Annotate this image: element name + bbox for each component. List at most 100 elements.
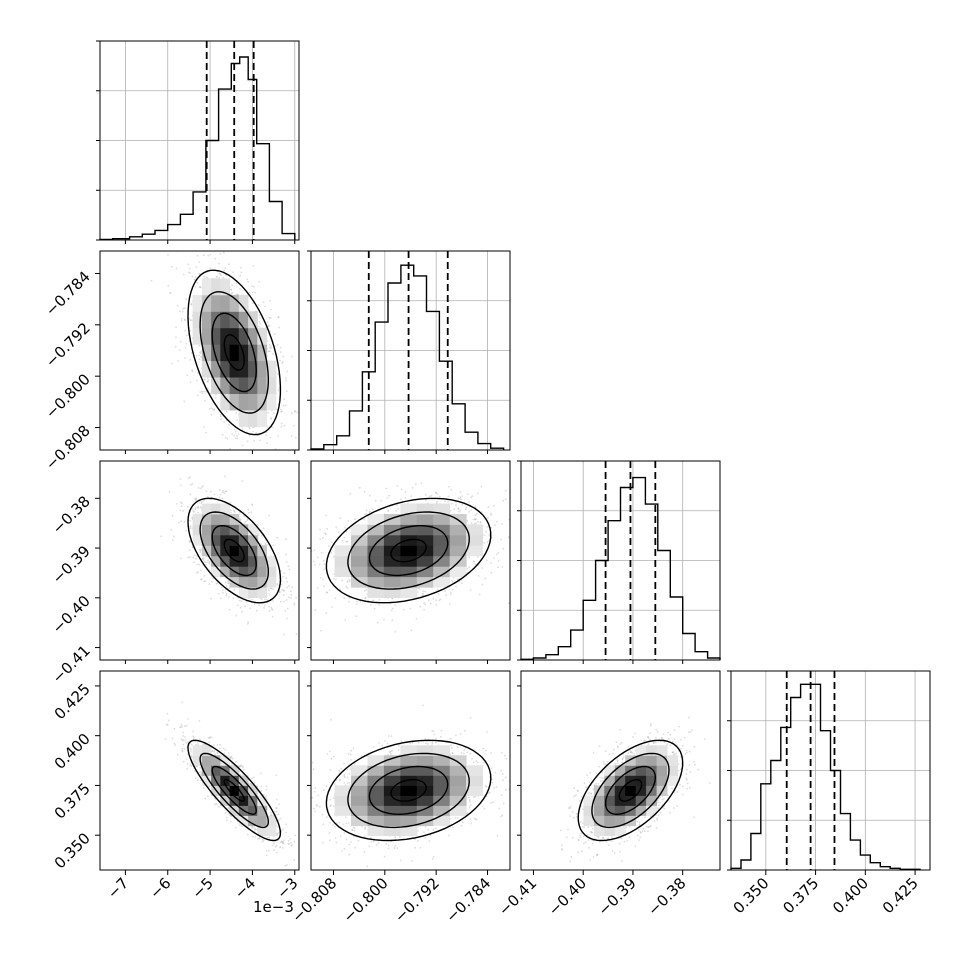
sample-point [196,281,199,284]
density-cell [248,587,258,598]
density-cell [383,576,401,588]
sample-point [222,276,225,279]
sample-point [474,518,476,520]
sample-point [225,594,228,597]
sample-point [207,559,209,562]
sample-point [287,565,290,568]
sample-point [189,272,191,274]
sample-point [220,274,222,277]
sample-point [447,495,450,498]
sample-point [444,500,446,503]
sample-point [277,435,279,437]
sample-point [208,247,210,249]
sample-point [210,407,213,410]
sample-point [276,344,279,346]
sample-point [260,534,263,537]
sample-point [456,578,459,580]
sample-point [270,606,273,609]
sample-point [207,380,210,383]
sample-point [189,525,192,528]
sample-point [422,594,425,597]
sample-point [208,563,211,565]
sample-point [471,495,474,497]
density-cell [266,555,277,567]
sample-point [219,414,222,416]
sample-point [259,542,262,545]
sample-point [306,616,308,618]
density-cell [220,555,230,567]
sample-point [187,263,190,266]
sample-point [246,622,249,625]
density-cell [201,524,212,536]
sample-point [265,434,268,437]
contour-level [199,291,269,414]
sample-point [286,580,288,583]
sample-point [236,293,238,296]
sample-point [308,585,310,587]
sample-point [319,577,322,579]
sample-point [190,303,193,306]
density-cell [248,524,258,536]
density-cell [266,576,277,588]
sample-point [281,589,284,591]
sample-point [504,498,507,500]
sample-point [188,317,191,320]
sample-point [277,316,280,319]
density-cell [433,503,451,515]
density-cell [351,555,368,567]
sample-point [280,425,283,428]
sample-point [285,538,287,541]
sample-point [258,604,261,607]
sample-point [466,567,469,570]
sample-point [461,582,463,585]
sample-point [486,541,489,543]
density-cell [192,311,203,329]
sample-point [322,559,325,562]
sample-point [308,559,310,561]
sample-point [420,482,423,485]
sample-point [277,316,280,318]
density-cell [383,524,401,536]
sample-point [239,518,241,521]
sample-point [218,496,221,499]
sample-point [325,533,327,535]
density-shading [334,503,483,598]
sample-point [246,519,249,522]
sample-point [239,518,242,520]
sample-point [193,554,196,556]
sample-point [293,410,296,413]
sample-point [200,355,203,358]
sample-point [468,556,471,559]
density-shading [192,278,277,427]
sample-point [259,439,261,442]
sample-point [378,598,381,601]
sample-point [247,512,250,514]
sample-point [198,261,201,263]
sample-point [547,515,549,517]
density-cell [400,514,418,525]
sample-point [251,302,254,305]
sample-point [191,516,193,519]
sample-point [264,598,266,601]
sample-point [477,575,480,577]
density-cell [211,377,221,394]
sample-point [483,541,486,544]
density-cell [367,524,385,536]
sample-point [188,541,191,543]
sample-point [269,300,271,302]
sample-point [203,275,206,278]
sample-point [236,437,239,440]
sample-point [268,325,271,327]
density-cell [201,294,212,312]
panel-2d-1-2 [308,482,549,633]
sample-point [223,453,225,455]
sample-point [214,257,217,260]
sample-point [270,456,272,458]
sample-point [222,491,225,493]
density-cell [416,566,434,578]
sample-point [183,521,186,523]
sample-point [249,427,251,430]
sample-point [227,596,230,598]
sample-point [179,484,182,487]
sample-point [187,477,190,480]
